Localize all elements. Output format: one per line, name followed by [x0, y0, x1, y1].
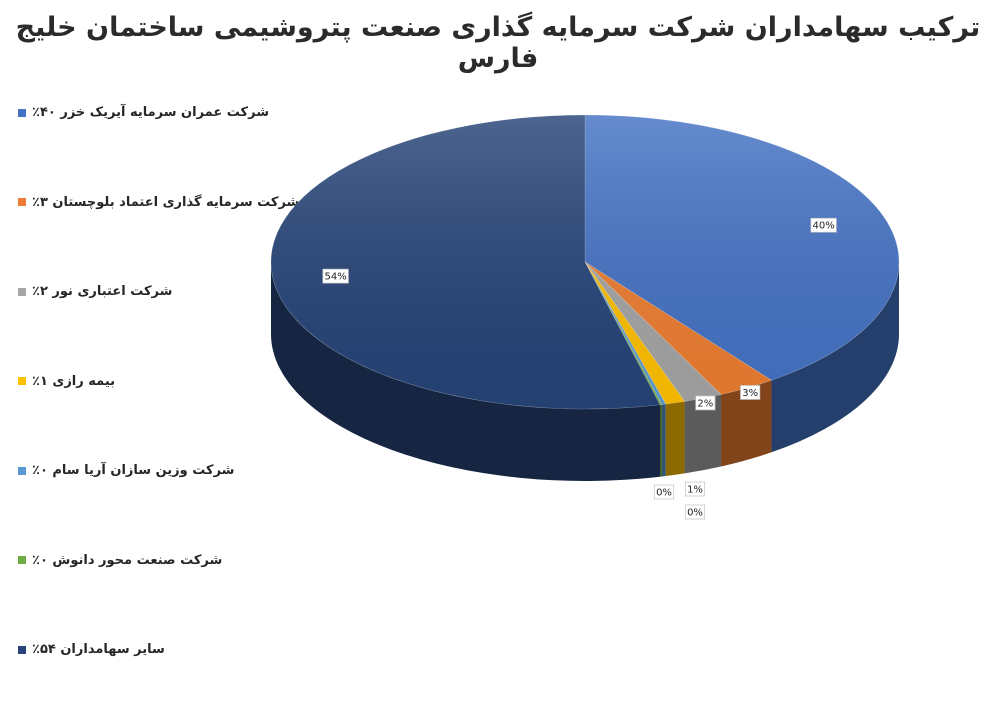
legend-swatch [18, 556, 26, 564]
data-label: 0% [653, 484, 675, 500]
data-label: 2% [695, 395, 716, 411]
pie-slice-side [661, 404, 666, 477]
pie-slice-side [720, 380, 772, 467]
legend-swatch [18, 108, 26, 117]
data-label-text: 40% [812, 221, 834, 232]
pie-slice-side [659, 404, 662, 477]
data-label: 40% [810, 217, 837, 233]
chart-title: ترکیب سهامداران شرکت سرمایه گذاری صنعت پ… [15, 12, 981, 74]
legend-swatch [18, 287, 26, 296]
legend-swatch [18, 466, 26, 475]
data-label: 0% [684, 504, 706, 520]
data-label: 54% [322, 268, 349, 284]
pie-slice-side [771, 262, 899, 453]
pie-top-shading [271, 115, 899, 409]
data-label-text: 1% [687, 485, 703, 496]
legend-swatch [18, 198, 26, 206]
data-label-text: 0% [656, 488, 672, 499]
legend-label: شرکت وزین سازان آریا سام ۰٪ [32, 463, 235, 478]
legend-item: بیمه رازی ۱٪ [18, 374, 115, 389]
data-label-text: 54% [325, 272, 347, 283]
pie-slice-side [684, 394, 721, 474]
pie-slice-side [665, 401, 685, 477]
legend-item: شرکت صنعت محور دانوش ۰٪ [18, 553, 222, 568]
legend-item: شرکت اعتباری نور ۲٪ [18, 284, 172, 299]
data-label: 1% [684, 481, 706, 497]
legend-label: شرکت عمران سرمایه آیریک خزر ۴۰٪ [32, 105, 269, 120]
data-label-text: 0% [687, 508, 703, 519]
legend-swatch [18, 377, 26, 385]
legend: شرکت عمران سرمایه آیریک خزر ۴۰٪ شرکت سرما… [0, 0, 300, 701]
legend-swatch [18, 645, 26, 654]
legend-label: سایر سهامداران ۵۴٪ [32, 642, 165, 657]
legend-label: بیمه رازی ۱٪ [32, 373, 116, 389]
legend-label: شرکت صنعت محور دانوش ۰٪ [32, 552, 223, 568]
legend-item: شرکت وزین سازان آریا سام ۰٪ [18, 463, 234, 478]
pie-slice-side [271, 262, 660, 482]
data-label-text: 2% [697, 398, 713, 409]
legend-item: شرکت سرمایه گذاری اعتماد بلوچستان ۳٪ [18, 195, 299, 210]
data-label: 3% [740, 385, 761, 400]
legend-label: شرکت سرمایه گذاری اعتماد بلوچستان ۳٪ [32, 194, 300, 210]
legend-item: شرکت عمران سرمایه آیریک خزر ۴۰٪ [18, 105, 269, 120]
legend-label: شرکت اعتباری نور ۲٪ [32, 284, 173, 299]
legend-item: سایر سهامداران ۵۴٪ [18, 642, 165, 657]
data-label-text: 3% [742, 388, 758, 399]
